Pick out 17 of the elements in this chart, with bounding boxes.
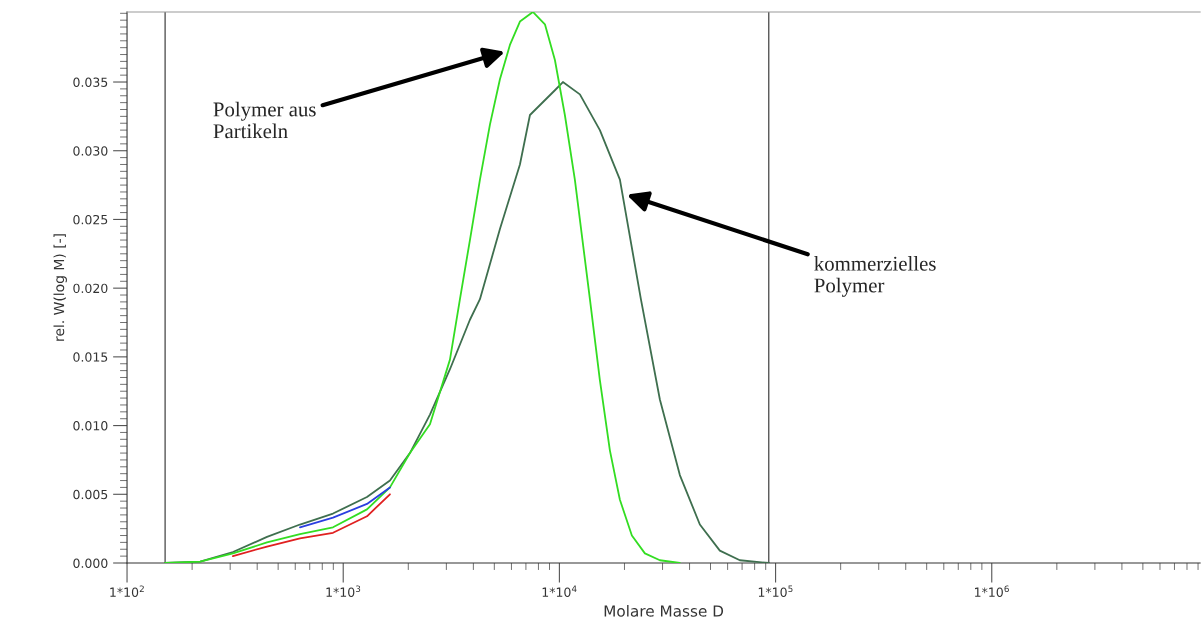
x-tick-label: 1*10$^{4}$ xyxy=(542,585,577,597)
y-tick-label: 0.020 xyxy=(73,283,108,294)
y-axis-title: rel. W(log M) [-] xyxy=(53,234,67,341)
y-tick-label: 0.030 xyxy=(73,146,108,156)
x-tick-label: 1*10$^{6}$ xyxy=(975,585,1009,597)
y-tick-label: 0.005 xyxy=(73,489,108,500)
x-tick-label: 1*10$^{3}$ xyxy=(326,585,361,597)
y-tick-label: 0.010 xyxy=(73,421,108,431)
y-tick-label: 0.015 xyxy=(73,352,108,362)
y-tick-label: 0.025 xyxy=(73,214,108,225)
annotation: Polymer aus Partikeln xyxy=(213,101,316,139)
annotation: kommerzielles Polymer xyxy=(814,256,936,297)
x-tick-label: 1*10$^{5}$ xyxy=(758,585,793,597)
y-tick-label: 0.035 xyxy=(73,77,108,87)
x-axis-title: Molare Masse D xyxy=(604,604,724,617)
x-tick-label: 1*10$^{2}$ xyxy=(110,585,144,597)
y-tick-label: 0.000 xyxy=(73,558,108,568)
